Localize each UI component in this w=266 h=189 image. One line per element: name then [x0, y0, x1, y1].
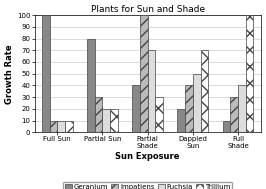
Bar — [193, 74, 201, 132]
Title: Plants for Sun and Shade: Plants for Sun and Shade — [90, 5, 205, 14]
Y-axis label: Growth Rate: Growth Rate — [5, 44, 14, 104]
Bar — [65, 121, 73, 132]
Bar — [201, 50, 208, 132]
Bar — [177, 109, 185, 132]
Bar — [57, 121, 65, 132]
Bar — [185, 85, 193, 132]
Bar — [155, 97, 163, 132]
Bar — [238, 85, 246, 132]
Bar — [42, 15, 49, 132]
Bar — [223, 121, 230, 132]
Bar — [246, 15, 253, 132]
Bar — [87, 39, 95, 132]
Bar — [95, 97, 102, 132]
Legend: Geranium, Impatiens, Fuchsia, Trillium: Geranium, Impatiens, Fuchsia, Trillium — [63, 181, 232, 189]
Bar — [102, 109, 110, 132]
Bar — [230, 97, 238, 132]
Bar — [148, 50, 155, 132]
Bar — [132, 85, 140, 132]
Bar — [140, 15, 148, 132]
Bar — [49, 121, 57, 132]
Bar — [110, 109, 118, 132]
X-axis label: Sun Exposure: Sun Exposure — [115, 152, 180, 161]
